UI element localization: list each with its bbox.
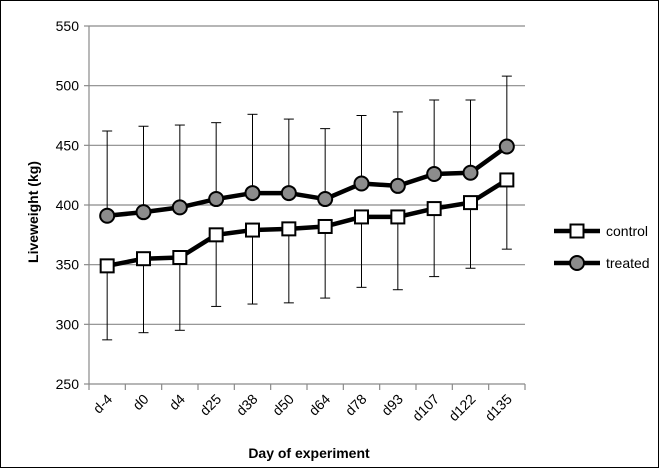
x-tick-label-d50: d50 (269, 391, 297, 419)
treated-point-d38 (244, 185, 261, 202)
treated-point-d64 (317, 191, 334, 208)
control-line (106, 178, 509, 269)
x-tick-label-d64: d64 (305, 391, 333, 419)
y-tick-label-300: 300 (56, 316, 80, 332)
x-tick-label-d107: d107 (409, 391, 442, 424)
legend-label-treated: treated (606, 255, 650, 271)
control-point-d50 (281, 221, 297, 237)
y-tick-label-400: 400 (56, 197, 80, 213)
y-tick-label-550: 550 (56, 18, 80, 34)
control-point-d122 (463, 195, 478, 211)
series (99, 138, 515, 274)
legend-label-control: control (606, 223, 648, 239)
control-point-d4 (172, 250, 188, 266)
y-tick-label-500: 500 (56, 78, 80, 94)
control-point-d25 (208, 227, 224, 243)
control-point-d64 (317, 218, 333, 234)
treated-point-d135 (498, 138, 515, 155)
treated-point-d25 (208, 191, 225, 208)
control-point-d-4 (99, 258, 115, 274)
x-tick-label-d-4: d-4 (90, 391, 116, 417)
treated-point-d93 (389, 177, 406, 194)
control-point-d107 (426, 201, 442, 217)
control-point-d93 (390, 209, 406, 225)
axes (84, 25, 526, 390)
x-tick-label-d4: d4 (166, 391, 188, 413)
error-bars (102, 75, 512, 341)
treated-point-d50 (280, 185, 297, 202)
control-point-d78 (354, 209, 369, 225)
treated-point-d4 (171, 199, 188, 216)
y-tick-label-250: 250 (56, 376, 80, 392)
y-tick-label-450: 450 (56, 137, 80, 153)
x-tick-label-d122: d122 (445, 391, 478, 424)
y-axis-title: Liveweight (kg) (25, 161, 41, 263)
treated-point-d-4 (99, 207, 116, 224)
x-tick-label-d135: d135 (482, 391, 515, 424)
legend-marker-treated (569, 255, 585, 271)
treated-point-d107 (426, 165, 443, 182)
treated-point-d122 (462, 164, 479, 181)
x-tick-label-d38: d38 (233, 391, 261, 419)
tick-labels: 250 300 350 400 450 500 550 d-4 d0 d4 d25 d38 d50 d64… (56, 18, 515, 424)
control-point-d38 (245, 222, 260, 238)
x-tick-label-d25: d25 (196, 391, 224, 419)
control-point-d0 (136, 251, 151, 267)
x-tick-label-d0: d0 (129, 391, 151, 413)
x-tick-label-d93: d93 (378, 391, 406, 419)
control-point-d135 (499, 172, 515, 188)
treated-point-d0 (135, 204, 152, 221)
legend: control treated (554, 223, 650, 271)
legend-marker-control (569, 223, 585, 239)
treated-point-d78 (353, 175, 370, 192)
x-axis-title: Day of experiment (248, 445, 370, 461)
y-tick-label-350: 350 (56, 257, 80, 273)
x-tick-label-d78: d78 (342, 391, 370, 419)
